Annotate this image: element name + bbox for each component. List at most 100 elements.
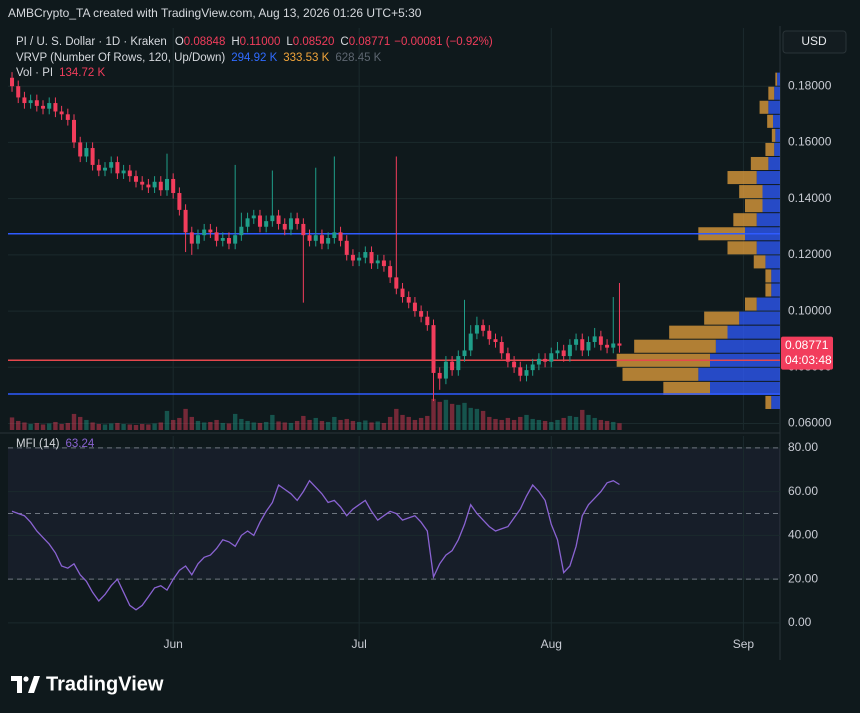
volume-bar: [301, 415, 306, 430]
volume-bar: [288, 422, 294, 430]
profile-down: [669, 325, 728, 339]
candle-body: [381, 260, 386, 267]
volume-bar: [338, 419, 343, 430]
volume-bar: [177, 417, 182, 430]
candle-body: [220, 237, 225, 241]
candle-body: [183, 209, 188, 233]
profile-up: [715, 339, 780, 353]
volume-bar: [425, 415, 430, 430]
profile-down: [704, 311, 740, 325]
volume-bar: [195, 420, 201, 430]
volume-bar: [406, 416, 411, 430]
volume-bar: [232, 413, 238, 430]
volume-bar: [474, 408, 480, 430]
candle-body: [127, 170, 132, 177]
legend-ohlc-key: L: [286, 36, 293, 48]
candle-body: [412, 302, 417, 312]
legend-change: −0.00081 (−0.92%): [394, 36, 493, 48]
candle-body: [307, 235, 312, 241]
candle-body: [257, 215, 262, 227]
currency-label[interactable]: USD: [801, 34, 827, 48]
volume-bar: [16, 420, 21, 430]
candle-body: [431, 325, 436, 373]
volume-bar: [263, 421, 269, 430]
x-tick-label: Jun: [164, 637, 183, 651]
candle-body: [177, 193, 182, 210]
volume-bar: [431, 398, 436, 430]
candle-body: [462, 350, 467, 357]
y-tick-label: 0.18000: [788, 78, 832, 92]
volume-bar: [449, 403, 455, 430]
profile-down: [767, 114, 773, 128]
legend-ohlc-value: 0.08848: [184, 36, 226, 48]
candle-body: [505, 353, 510, 362]
candle-body: [146, 184, 151, 188]
volume-bar: [375, 421, 380, 430]
candle-body: [288, 218, 293, 230]
y-tick-label: 80.00: [788, 440, 818, 454]
profile-up: [756, 297, 780, 311]
candle-body: [369, 252, 374, 264]
profile-up: [762, 199, 780, 213]
candle-body: [481, 325, 486, 331]
volume-bar: [573, 416, 579, 430]
legend-volume: Vol · PI: [16, 67, 53, 79]
candle-body: [34, 100, 39, 106]
volume-bar: [47, 423, 52, 430]
candle-body: [344, 240, 349, 255]
legend-ohlc-key: C: [340, 36, 348, 48]
profile-down: [745, 297, 757, 311]
candle-body: [41, 105, 46, 109]
candle-body: [530, 364, 535, 371]
candle-body: [425, 316, 430, 326]
legend-row: Vol · PI 134.72 K: [16, 67, 105, 79]
candle-body: [233, 235, 238, 244]
candle-body: [524, 370, 529, 376]
logo: [11, 676, 40, 693]
candle-body: [456, 356, 461, 371]
candle-body: [406, 297, 411, 303]
volume-bar: [536, 419, 542, 430]
currency-button[interactable]: [782, 30, 847, 54]
profile-down: [765, 269, 772, 283]
candle-body: [195, 235, 200, 244]
volume-bar: [580, 409, 585, 430]
candle-body: [276, 215, 281, 224]
volume-bar: [400, 414, 405, 430]
y-tick-label: 0.16000: [788, 135, 832, 149]
legend-ohlc-key: H: [231, 36, 239, 48]
candle-body: [437, 372, 442, 379]
volume-bar: [183, 408, 188, 430]
candle-body: [605, 344, 610, 348]
candle-body: [617, 343, 622, 346]
candle-body: [555, 350, 560, 354]
volume-bar: [239, 418, 244, 430]
candle-body: [22, 97, 27, 104]
band-fill: [8, 447, 780, 580]
candle-body: [208, 229, 213, 233]
candle-body: [543, 358, 548, 362]
candle-body: [264, 221, 269, 227]
volume-bar: [214, 419, 219, 430]
candle-body: [47, 103, 52, 109]
candle-body: [474, 325, 479, 334]
volume-bar: [133, 424, 139, 430]
profile-down: [765, 395, 772, 409]
y-tick-label: 20.00: [788, 571, 818, 585]
legend-row: MFI (14) 63.24: [16, 438, 95, 450]
volume-bar: [158, 422, 163, 430]
volume-bar: [65, 422, 71, 430]
volume-bar: [586, 414, 591, 430]
profile-up: [756, 213, 780, 227]
candle-body: [400, 288, 405, 298]
volume-bar: [493, 418, 498, 430]
legend-mfi-value: 63.24: [65, 438, 94, 450]
y-tick-label: 40.00: [788, 528, 818, 542]
volume-bar: [617, 423, 622, 430]
volume-bar: [201, 422, 207, 430]
x-tick-label: Aug: [541, 637, 562, 651]
candle-body: [140, 181, 145, 185]
volume-bar: [9, 417, 15, 430]
candle-body: [133, 176, 138, 182]
candle-body: [332, 232, 337, 238]
